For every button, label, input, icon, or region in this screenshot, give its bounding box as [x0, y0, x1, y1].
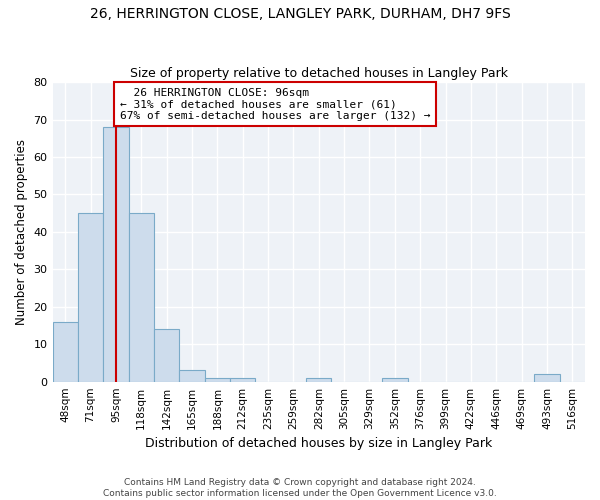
Text: 26 HERRINGTON CLOSE: 96sqm
← 31% of detached houses are smaller (61)
67% of semi: 26 HERRINGTON CLOSE: 96sqm ← 31% of deta… [120, 88, 430, 121]
Text: 26, HERRINGTON CLOSE, LANGLEY PARK, DURHAM, DH7 9FS: 26, HERRINGTON CLOSE, LANGLEY PARK, DURH… [89, 8, 511, 22]
Bar [534, 374, 560, 382]
Bar [128, 213, 154, 382]
Bar [230, 378, 256, 382]
Bar [205, 378, 230, 382]
Bar [382, 378, 407, 382]
Text: Contains HM Land Registry data © Crown copyright and database right 2024.
Contai: Contains HM Land Registry data © Crown c… [103, 478, 497, 498]
Title: Size of property relative to detached houses in Langley Park: Size of property relative to detached ho… [130, 66, 508, 80]
Bar [78, 213, 103, 382]
Bar [306, 378, 331, 382]
X-axis label: Distribution of detached houses by size in Langley Park: Distribution of detached houses by size … [145, 437, 493, 450]
Bar [154, 329, 179, 382]
Bar [53, 322, 78, 382]
Y-axis label: Number of detached properties: Number of detached properties [15, 139, 28, 325]
Bar [179, 370, 205, 382]
Bar [103, 127, 128, 382]
